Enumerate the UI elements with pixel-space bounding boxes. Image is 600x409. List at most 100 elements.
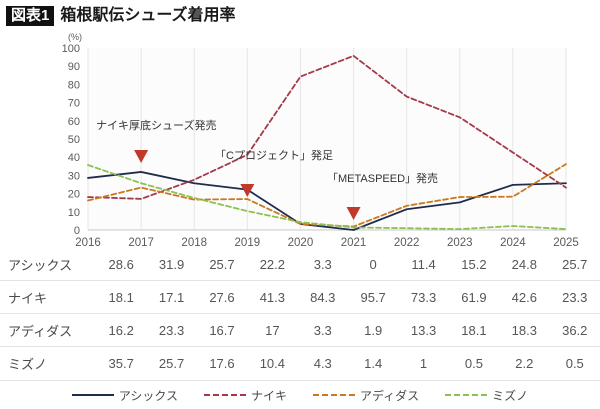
legend-label: ミズノ <box>492 388 529 403</box>
y-axis-tick-label: 10 <box>68 207 80 219</box>
x-axis-tick-label: 2023 <box>447 237 473 249</box>
y-axis-tick-label: 70 <box>68 98 80 110</box>
legend-item-ナイキ[interactable]: ナイキ <box>203 387 287 404</box>
x-axis-tick-label: 2021 <box>341 237 367 249</box>
table-row-label: アディダス <box>0 313 96 347</box>
series-line-ミズノ <box>87 164 567 230</box>
x-axis-tick-label: 2024 <box>500 237 526 249</box>
legend-line-swatch <box>313 394 355 396</box>
table-cell: 16.7 <box>196 313 248 347</box>
table-cell: 1.4 <box>347 346 399 379</box>
table-cell: 18.1 <box>96 280 147 314</box>
x-axis-tick-label: 2018 <box>181 237 207 249</box>
series-line-アシックス <box>87 171 567 231</box>
table-cell: 1 <box>398 346 449 379</box>
y-axis-tick-label: 100 <box>62 43 80 55</box>
table-cell: 15.2 <box>461 256 487 272</box>
table-cell: 23.3 <box>549 280 600 314</box>
chart-legend: アシックス ナイキ アディダス ミズノ <box>0 380 600 409</box>
table-cell: 25.7 <box>146 346 197 379</box>
table-cell: 31.9 <box>158 256 185 272</box>
series-line-アディダス <box>87 163 567 228</box>
table-cell: 25.7 <box>562 256 588 272</box>
table-row: ナイキ 18.1 17.1 27.6 41.3 84.3 95.7 73.3 61.9 42.6 2… <box>0 280 600 314</box>
y-axis-tick-label: 50 <box>68 134 80 146</box>
table-cell: 25.7 <box>209 256 235 272</box>
annotation-marker-1 <box>134 150 149 163</box>
legend-line-swatch <box>71 394 114 396</box>
table-cell: 95.7 <box>347 280 399 314</box>
data-table: アシックス 28.6 31.9 25.7 22.2 3.3 0 11.4 15.2 24.8 25.… <box>0 248 600 379</box>
table-cell: 0 <box>369 256 377 272</box>
table-cell: 17 <box>247 313 298 347</box>
y-axis-tick-label: 60 <box>68 116 80 128</box>
data-table-container: アシックス 28.6 31.9 25.7 22.2 3.3 0 11.4 15.2 24.8 25.… <box>0 248 600 379</box>
table-row: ミズノ 35.7 25.7 17.6 10.4 4.3 1.4 1 0.5 2.2 0.5 <box>0 346 600 379</box>
annotation-label-1: ナイキ厚底シューズ発売 <box>96 120 217 132</box>
y-axis-unit-label: (%) <box>68 32 82 42</box>
legend-line-swatch <box>445 394 488 396</box>
table-cell: 4.3 <box>297 346 348 379</box>
legend-item-アシックス[interactable]: アシックス <box>71 387 178 404</box>
table-row: アシックス 28.6 31.9 25.7 22.2 3.3 0 11.4 15.2 24.8 25.… <box>0 248 600 281</box>
table-row-label: ミズノ <box>0 346 96 379</box>
table-cell: 10.4 <box>247 346 298 379</box>
table-cell: 73.3 <box>398 280 449 314</box>
table-cell: 13.3 <box>398 313 449 347</box>
table-cell: 3.3 <box>297 313 348 347</box>
legend-line-swatch <box>203 394 246 396</box>
figure-title: 箱根駅伝シューズ着用率 <box>60 7 236 24</box>
annotation-marker-3 <box>346 207 361 220</box>
chart-container: (%) 0 10 20 30 40 50 60 70 80 90 100 2016 2017 2018 20… <box>0 32 600 250</box>
plot-background <box>88 48 566 230</box>
y-axis-tick-label: 40 <box>68 152 80 164</box>
table-cell: 0.5 <box>448 346 500 379</box>
table-cell: 41.3 <box>247 280 298 314</box>
annotation-marker-2 <box>240 184 255 197</box>
y-axis-tick-label: 30 <box>68 170 80 182</box>
table-cell: 17.1 <box>146 280 197 314</box>
line-chart: 0 10 20 30 40 50 60 70 80 90 100 2016 2017 2018 2019 20… <box>62 43 579 249</box>
legend-item-ミズノ[interactable]: ミズノ <box>445 387 528 404</box>
table-cell: 3.3 <box>313 256 332 272</box>
x-axis-tick-label: 2022 <box>394 237 420 249</box>
x-axis-tick-label: 2020 <box>288 237 314 249</box>
y-axis-tick-label: 0 <box>74 225 80 237</box>
table-cell: 11.4 <box>411 256 436 272</box>
table-row-label: ナイキ <box>0 280 96 314</box>
table-cell: 22.2 <box>259 256 286 272</box>
x-axis-tick-label: 2017 <box>128 237 154 249</box>
table-cell: 27.6 <box>196 280 248 314</box>
table-cell: 42.6 <box>499 280 550 314</box>
table-cell: 36.2 <box>549 313 600 347</box>
table-cell: 18.1 <box>448 313 500 347</box>
legend-label: ナイキ <box>250 388 287 403</box>
x-axis-tick-label: 2016 <box>75 237 101 249</box>
table-row-label: アシックス <box>8 257 73 273</box>
annotation-label-3: 「METASPEED」発売 <box>327 173 439 185</box>
table-cell: 61.9 <box>448 280 500 314</box>
legend-label: アシックス <box>118 388 178 403</box>
table-cell: 16.2 <box>96 313 147 347</box>
table-cell: 23.3 <box>146 313 197 347</box>
table-cell: 28.6 <box>108 256 134 272</box>
page-title: 図表1 箱根駅伝シューズ着用率 <box>6 6 236 26</box>
y-axis-tick-label: 90 <box>68 61 80 73</box>
table-cell: 1.9 <box>347 313 399 347</box>
y-axis-tick-label: 80 <box>68 79 80 91</box>
x-axis-tick-label: 2019 <box>235 237 261 249</box>
table-cell: 0.5 <box>549 346 600 379</box>
legend-item-アディダス[interactable]: アディダス <box>313 387 419 404</box>
table-cell: 18.3 <box>499 313 550 347</box>
annotation-label-2: 「Cプロジェクト」発足 <box>215 150 333 162</box>
table-row: アディダス 16.2 23.3 16.7 17 3.3 1.9 13.3 18.1 18.3 36.… <box>0 313 600 347</box>
table-cell: 24.8 <box>511 256 537 272</box>
y-axis-tick-label: 20 <box>68 189 80 201</box>
x-axis-tick-label: 2025 <box>553 237 579 249</box>
legend-label: アディダス <box>360 388 420 403</box>
series-line-ナイキ <box>87 54 567 200</box>
table-cell: 84.3 <box>297 280 348 314</box>
table-cell: 35.7 <box>96 346 147 379</box>
table-cell: 17.6 <box>196 346 248 379</box>
figure-badge: 図表1 <box>6 6 55 26</box>
